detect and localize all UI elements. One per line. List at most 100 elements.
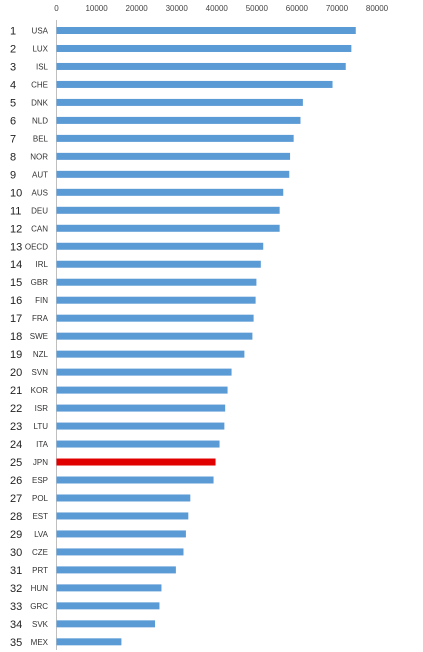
bar-nor	[56, 152, 291, 160]
bar-nzl	[56, 350, 245, 358]
category-label: AUT	[32, 170, 48, 179]
category-label: USA	[32, 27, 49, 36]
bar-lux	[56, 44, 352, 52]
rank-label: 4	[10, 79, 16, 91]
rank-label: 15	[10, 277, 22, 289]
rank-label: 22	[10, 403, 22, 415]
bar-prt	[56, 566, 176, 574]
category-label: SVK	[32, 620, 49, 629]
category-label: OECD	[25, 242, 48, 251]
category-label: PRT	[32, 566, 48, 575]
rank-label: 28	[10, 511, 22, 523]
bar-esp	[56, 476, 214, 484]
bars	[56, 27, 356, 646]
bar-jpn	[56, 458, 216, 466]
category-label: HUN	[31, 584, 49, 593]
category-label: NOR	[30, 152, 48, 161]
bar-cze	[56, 548, 184, 556]
category-label: ESP	[32, 476, 48, 485]
category-label: CZE	[32, 548, 48, 557]
bar-deu	[56, 206, 280, 214]
bar-bel	[56, 134, 294, 142]
category-label: DNK	[31, 98, 49, 107]
bar-hun	[56, 584, 162, 592]
bar-svn	[56, 368, 232, 376]
category-label: CAN	[31, 224, 48, 233]
bar-aut	[56, 170, 290, 178]
rank-label: 34	[10, 619, 22, 631]
category-label: SWE	[30, 332, 48, 341]
bar-aus	[56, 188, 284, 196]
category-label: LVA	[34, 530, 49, 539]
category-label: ISL	[36, 62, 49, 71]
bar-est	[56, 512, 189, 520]
rank-label: 12	[10, 223, 22, 235]
bar-dnk	[56, 98, 303, 106]
bar-irl	[56, 260, 261, 268]
bar-lva	[56, 530, 186, 538]
category-label: ITA	[36, 440, 49, 449]
category-label: GRC	[30, 602, 48, 611]
category-label: LUX	[32, 44, 48, 53]
bar-mex	[56, 638, 122, 646]
rank-label: 1	[10, 26, 16, 38]
category-label: BEL	[33, 134, 49, 143]
bar-can	[56, 224, 280, 232]
rank-label: 14	[10, 259, 22, 271]
bar-kor	[56, 386, 228, 394]
bar-che	[56, 80, 333, 88]
x-tick-label: 50000	[246, 4, 269, 13]
rank-label: 17	[10, 313, 22, 325]
category-label: AUS	[32, 188, 48, 197]
rank-label: 26	[10, 475, 22, 487]
x-tick-label: 80000	[366, 4, 389, 13]
bar-nld	[56, 116, 301, 124]
x-tick-label: 20000	[126, 4, 149, 13]
rank-label: 20	[10, 367, 22, 379]
rank-label: 9	[10, 169, 16, 181]
rank-label: 27	[10, 493, 22, 505]
rank-label: 6	[10, 115, 16, 127]
rank-label: 7	[10, 133, 16, 145]
category-label: FRA	[32, 314, 49, 323]
x-tick-label: 0	[54, 4, 59, 13]
category-label: LTU	[33, 422, 48, 431]
rank-label: 31	[10, 565, 22, 577]
rank-label: 2	[10, 43, 16, 55]
bar-pol	[56, 494, 191, 502]
rank-label: 10	[10, 187, 22, 199]
rank-label: 25	[10, 457, 22, 469]
rank-label: 21	[10, 385, 22, 397]
category-label: CHE	[31, 80, 48, 89]
rank-label: 3	[10, 61, 16, 73]
bar-grc	[56, 602, 160, 610]
x-axis: 0 10000 20000 30000 40000 50000 60000 70000 8000…	[54, 4, 388, 13]
bar-swe	[56, 332, 253, 340]
category-label: JPN	[33, 458, 48, 467]
category-label: GBR	[31, 278, 49, 287]
rank-label: 19	[10, 349, 22, 361]
bar-isl	[56, 62, 346, 70]
bar-fin	[56, 296, 256, 304]
rank-label: 18	[10, 331, 22, 343]
category-label: DEU	[31, 206, 48, 215]
bar-svk	[56, 620, 156, 628]
x-tick-label: 40000	[206, 4, 229, 13]
rank-label: 30	[10, 547, 22, 559]
rank-label: 5	[10, 97, 16, 109]
x-tick-label: 30000	[166, 4, 189, 13]
bar-isr	[56, 404, 226, 412]
category-label: NZL	[33, 350, 49, 359]
rank-label: 16	[10, 295, 22, 307]
rank-label: 35	[10, 637, 22, 649]
category-label: EST	[32, 512, 48, 521]
rank-label: 29	[10, 529, 22, 541]
category-label: SVN	[32, 368, 49, 377]
bar-fra	[56, 314, 254, 322]
x-tick-label: 70000	[326, 4, 349, 13]
rank-label: 8	[10, 151, 16, 163]
bar-gbr	[56, 278, 257, 286]
category-label: KOR	[31, 386, 49, 395]
category-label: ISR	[35, 404, 49, 413]
